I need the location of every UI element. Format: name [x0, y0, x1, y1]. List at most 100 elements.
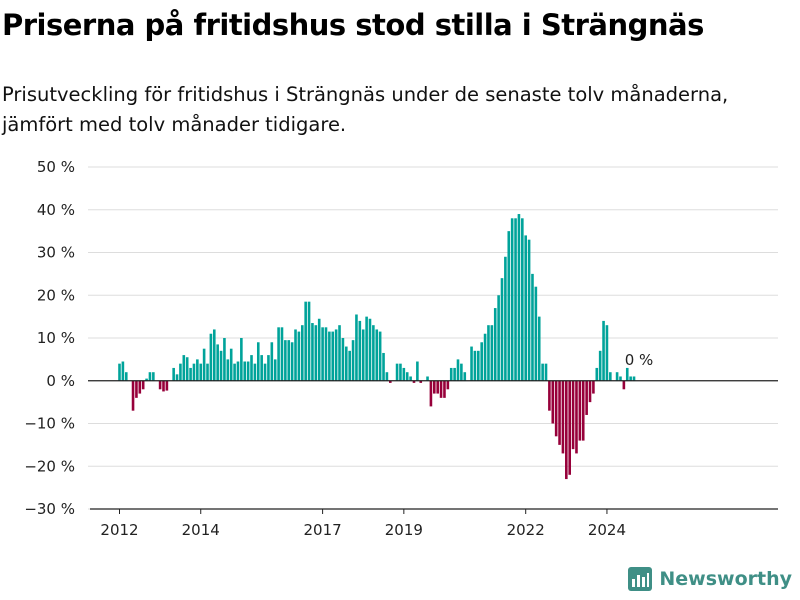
bar	[287, 340, 291, 381]
bar	[179, 363, 182, 381]
bar	[595, 367, 599, 381]
bar	[534, 286, 538, 381]
bar	[263, 363, 267, 381]
brand-logo: Newsworthy	[627, 566, 792, 592]
bar	[152, 372, 155, 381]
bar	[487, 325, 490, 381]
bar	[358, 320, 362, 381]
bar	[368, 318, 372, 381]
brand-name: Newsworthy	[659, 568, 792, 590]
bar	[189, 367, 192, 381]
bar	[256, 342, 260, 381]
bar	[507, 231, 511, 381]
bar	[510, 218, 514, 381]
bar	[439, 380, 443, 398]
bar	[355, 314, 358, 381]
bar	[531, 273, 534, 381]
chart-title: Priserna på fritidshus stod stilla i Str…	[2, 8, 704, 42]
bar	[521, 218, 524, 381]
bar	[598, 350, 602, 381]
bar	[240, 338, 243, 381]
bar	[416, 361, 419, 381]
bar	[290, 342, 294, 381]
bar	[300, 325, 304, 381]
bar	[405, 372, 409, 381]
bar	[385, 372, 389, 381]
bar	[267, 355, 270, 381]
bar	[338, 325, 341, 381]
bar	[260, 355, 263, 381]
x-tick-label: 2017	[304, 521, 342, 539]
bar	[172, 367, 175, 381]
bar	[504, 256, 507, 381]
bar	[334, 329, 338, 381]
bar	[212, 329, 216, 381]
bar	[575, 380, 578, 454]
x-tick-label: 2012	[100, 521, 138, 539]
bar	[477, 350, 480, 381]
bar	[118, 363, 121, 381]
bar	[365, 316, 368, 381]
bar	[277, 327, 280, 381]
bar	[250, 355, 253, 381]
y-axis-tick-labels: −30 % −20 % −10 % 0 % 10 % 20 % 30 % 40 % 50 %	[24, 158, 75, 518]
y-tick-label: 10 %	[37, 329, 75, 347]
bar	[148, 372, 152, 381]
bar	[449, 367, 453, 381]
bar	[409, 376, 412, 381]
bar	[558, 380, 561, 445]
bar	[182, 355, 186, 381]
bar	[297, 331, 301, 381]
bar	[253, 363, 257, 381]
bar	[382, 352, 385, 381]
bar	[321, 327, 324, 381]
y-tick-label: −30 %	[24, 500, 75, 518]
bar	[571, 380, 575, 450]
bar	[223, 338, 226, 381]
bar	[527, 239, 531, 381]
bar	[328, 331, 331, 381]
bar	[500, 278, 504, 381]
bar	[284, 340, 287, 381]
bar	[378, 331, 382, 381]
bar	[121, 361, 125, 381]
newsworthy-logo-icon	[628, 567, 653, 591]
bar	[399, 363, 402, 381]
bar	[402, 367, 406, 381]
bar	[544, 363, 548, 381]
bar	[551, 380, 555, 424]
bar	[124, 372, 128, 381]
bar	[138, 380, 142, 394]
bar	[578, 380, 582, 441]
bar	[473, 350, 477, 381]
bar	[270, 342, 274, 381]
y-tick-label: 40 %	[37, 201, 75, 219]
bar	[175, 374, 179, 381]
bar	[131, 380, 135, 411]
bar	[344, 346, 348, 381]
bar	[561, 380, 565, 454]
bar	[243, 361, 247, 381]
last-value-label: 0 %	[625, 351, 654, 369]
bar	[629, 376, 632, 381]
bar	[192, 363, 196, 381]
y-tick-label: −10 %	[24, 415, 75, 433]
x-tick-label: 2024	[588, 521, 626, 539]
bar	[493, 308, 497, 381]
bar	[307, 301, 311, 381]
y-tick-label: 0 %	[46, 372, 75, 390]
bars	[118, 214, 636, 480]
bar	[206, 363, 209, 381]
bar	[372, 325, 375, 381]
bar	[605, 325, 609, 381]
bar	[419, 380, 423, 383]
bar	[331, 331, 335, 381]
bar	[216, 344, 219, 381]
bar	[294, 329, 297, 381]
bar	[348, 350, 351, 381]
bar	[453, 367, 456, 381]
bar	[351, 340, 355, 381]
bar	[619, 376, 622, 381]
bar	[209, 333, 213, 381]
